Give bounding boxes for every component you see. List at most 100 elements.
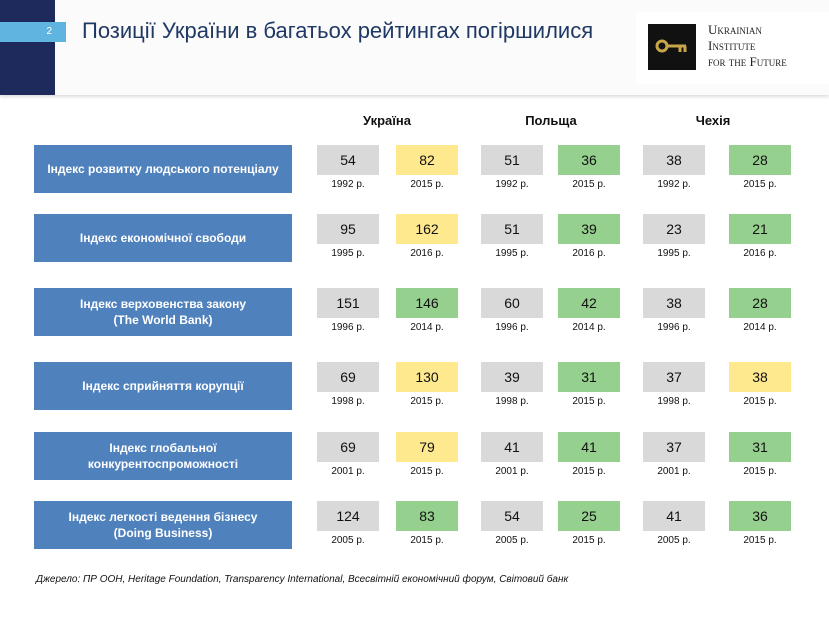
rank-value: 37 xyxy=(643,362,705,392)
rank-year: 2014 р. xyxy=(572,322,606,333)
rank-year: 2015 р. xyxy=(410,535,444,546)
rank-year: 2005 р. xyxy=(657,535,691,546)
rank-value: 151 xyxy=(317,288,379,318)
rank-year: 2015 р. xyxy=(410,396,444,407)
rank-value: 41 xyxy=(643,501,705,531)
rank-value: 41 xyxy=(481,432,543,462)
logo: Ukrainian Institute for the Future xyxy=(636,12,829,84)
rank-value: 82 xyxy=(396,145,458,175)
row-label: Індекс економічної свободи xyxy=(34,214,292,262)
row-label: Індекс глобальної конкурентоспроможності xyxy=(34,432,292,480)
rank-year: 2016 р. xyxy=(410,248,444,259)
rank-value: 69 xyxy=(317,432,379,462)
row-label: Індекс розвитку людського потенціалу xyxy=(34,145,292,193)
rank-year: 2015 р. xyxy=(743,179,777,190)
row-label: Індекс легкості ведення бізнесу (Doing Bu… xyxy=(34,501,292,549)
rank-value: 38 xyxy=(729,362,791,392)
rank-year: 1995 р. xyxy=(331,248,365,259)
rank-year: 2015 р. xyxy=(410,466,444,477)
rank-year: 2015 р. xyxy=(572,396,606,407)
rank-year: 2016 р. xyxy=(572,248,606,259)
rank-year: 2015 р. xyxy=(572,466,606,477)
rank-year: 2014 р. xyxy=(410,322,444,333)
rank-year: 2016 р. xyxy=(743,248,777,259)
row-label: Індекс верховенства закону (The World Ban… xyxy=(34,288,292,336)
rank-year: 2015 р. xyxy=(743,535,777,546)
rank-value: 162 xyxy=(396,214,458,244)
rank-year: 2015 р. xyxy=(743,396,777,407)
rank-year: 1995 р. xyxy=(657,248,691,259)
rank-year: 2014 р. xyxy=(743,322,777,333)
row-label-line: Індекс легкості ведення бізнесу xyxy=(68,510,258,524)
column-header: Україна xyxy=(362,113,411,128)
rank-year: 1992 р. xyxy=(657,179,691,190)
rank-year: 2015 р. xyxy=(572,179,606,190)
rank-year: 2001 р. xyxy=(657,466,691,477)
rank-year: 1995 р. xyxy=(495,248,529,259)
rank-value: 69 xyxy=(317,362,379,392)
rank-value: 28 xyxy=(729,288,791,318)
row-label-line: Індекс верховенства закону xyxy=(80,297,246,311)
rank-value: 51 xyxy=(481,214,543,244)
rank-value: 23 xyxy=(643,214,705,244)
rank-value: 54 xyxy=(317,145,379,175)
rank-year: 1996 р. xyxy=(331,322,365,333)
rank-year: 2015 р. xyxy=(410,179,444,190)
rank-year: 2015 р. xyxy=(572,535,606,546)
rank-value: 95 xyxy=(317,214,379,244)
row-label-line: Індекс розвитку людського потенціалу xyxy=(47,162,279,176)
logo-line: for the Future xyxy=(708,54,787,69)
rank-value: 36 xyxy=(558,145,620,175)
row-label-line: (The World Bank) xyxy=(113,313,213,327)
rank-value: 83 xyxy=(396,501,458,531)
rank-year: 2005 р. xyxy=(495,535,529,546)
rank-value: 79 xyxy=(396,432,458,462)
rank-value: 31 xyxy=(729,432,791,462)
rank-year: 1992 р. xyxy=(331,179,365,190)
rank-value: 21 xyxy=(729,214,791,244)
rank-value: 51 xyxy=(481,145,543,175)
rank-year: 1996 р. xyxy=(495,322,529,333)
rank-value: 37 xyxy=(643,432,705,462)
row-label-line: Індекс глобальної xyxy=(109,441,217,455)
logo-line: Institute xyxy=(708,38,756,53)
row-label-line: конкурентоспроможності xyxy=(87,457,239,471)
logo-line: Ukrainian xyxy=(708,22,762,37)
rank-year: 1992 р. xyxy=(495,179,529,190)
rank-value: 42 xyxy=(558,288,620,318)
logo-icon xyxy=(648,24,696,70)
rank-value: 38 xyxy=(643,145,705,175)
row-label-line: Індекс економічної свободи xyxy=(79,231,247,245)
row-label: Індекс сприйняття корупції xyxy=(34,362,292,410)
rank-value: 54 xyxy=(481,501,543,531)
rank-value: 41 xyxy=(558,432,620,462)
rank-value: 146 xyxy=(396,288,458,318)
rank-value: 38 xyxy=(643,288,705,318)
rank-year: 1998 р. xyxy=(657,396,691,407)
rank-value: 25 xyxy=(558,501,620,531)
logo-key xyxy=(655,39,687,53)
rank-year: 2005 р. xyxy=(331,535,365,546)
page-number: 2 xyxy=(0,22,66,42)
logo-text: Ukrainian Institute for the Future xyxy=(708,22,787,70)
rank-value: 39 xyxy=(558,214,620,244)
rank-year: 2001 р. xyxy=(495,466,529,477)
row-label-line: Індекс сприйняття корупції xyxy=(82,379,244,393)
rank-year: 2015 р. xyxy=(743,466,777,477)
rank-value: 60 xyxy=(481,288,543,318)
rank-value: 124 xyxy=(317,501,379,531)
rank-year: 2001 р. xyxy=(331,466,365,477)
title: Позиції України в багатьох рейтингах пог… xyxy=(82,18,594,43)
header-band xyxy=(0,0,55,95)
row-label-line: (Doing Business) xyxy=(113,526,213,540)
rank-year: 1996 р. xyxy=(657,322,691,333)
rank-value: 28 xyxy=(729,145,791,175)
column-header: Чехія xyxy=(695,113,731,128)
rank-value: 36 xyxy=(729,501,791,531)
rank-value: 130 xyxy=(396,362,458,392)
rank-value: 31 xyxy=(558,362,620,392)
rank-year: 1998 р. xyxy=(331,396,365,407)
rank-year: 1998 р. xyxy=(495,396,529,407)
column-header: Польща xyxy=(525,113,577,128)
